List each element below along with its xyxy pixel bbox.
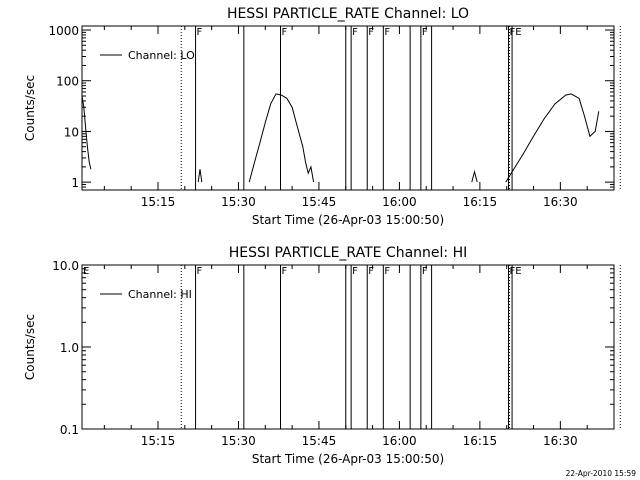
- chart-0-xtick-label: 15:45: [302, 195, 337, 209]
- chart-0-xtick-label: 16:30: [543, 195, 578, 209]
- chart-1-ytick-label: 10.0: [52, 259, 79, 273]
- chart-1-flag-label: F: [422, 266, 428, 277]
- chart-0-flag-label: F: [352, 27, 358, 38]
- chart-0-ytick-label: 100: [56, 75, 79, 89]
- chart-1-title: HESSI PARTICLE_RATE Channel: HI: [229, 245, 467, 261]
- chart-0-plot-frame: [81, 25, 615, 191]
- chart-0-ytick-label: 10: [64, 125, 79, 139]
- chart-1-xtick-label: 15:45: [302, 434, 337, 448]
- chart-0-flag-label: F: [281, 27, 287, 38]
- chart-0-ytick-label: 1000: [48, 24, 79, 38]
- chart-0-series-line: [505, 93, 600, 183]
- chart-1-xtick-label: 15:30: [221, 434, 256, 448]
- chart-1-xtick-label: 15:15: [141, 434, 176, 448]
- chart-0-ylabel: Counts/sec: [23, 75, 37, 141]
- chart-0-xtick-label: 16:00: [382, 195, 417, 209]
- chart-1-ylabel: Counts/sec: [23, 314, 37, 380]
- chart-1-flag-label: F: [384, 266, 390, 277]
- footer-date: 22-Apr-2010 15:59: [566, 469, 637, 478]
- chart-1-ytick-label: 0.1: [60, 423, 79, 437]
- chart-0-xtick-label: 15:15: [141, 195, 176, 209]
- lo-channel-panel: HESSI PARTICLE_RATE Channel: LO 15:15 15:3…: [23, 6, 621, 227]
- hi-channel-panel: HESSI PARTICLE_RATE Channel: HI 15:15 15:3…: [23, 245, 621, 466]
- chart-1-flag-label: F: [281, 266, 287, 277]
- chart-1-ytick-label: 1.0: [60, 341, 79, 355]
- chart-0-flag-label: FE: [509, 27, 521, 38]
- chart-0-xlabel: Start Time (26-Apr-03 15:00:50): [252, 213, 444, 227]
- chart-0-flag-label: F: [197, 27, 203, 38]
- chart-1-flag-label: F: [197, 266, 203, 277]
- chart-0-xtick-label: 15:30: [221, 195, 256, 209]
- chart-0-series-line: [248, 93, 315, 183]
- chart-1-xtick-label: 16:15: [463, 434, 498, 448]
- chart-0-title: HESSI PARTICLE_RATE Channel: LO: [227, 6, 469, 22]
- chart-0-ytick-label: 1: [71, 176, 79, 190]
- chart-0-series-line: [81, 95, 92, 170]
- chart-0-flag-label: F: [422, 27, 428, 38]
- chart-1-legend-label: Channel: HI: [128, 288, 192, 301]
- chart-0-series-line: [471, 169, 478, 183]
- chart-1-flag-label: F: [352, 266, 358, 277]
- chart-0-series-line: [197, 169, 203, 183]
- chart-1-flag-label: FE: [509, 266, 521, 277]
- chart-1-flag-label: F: [368, 266, 374, 277]
- chart-0-flag-label: F: [384, 27, 390, 38]
- chart-0-flag-label: F: [368, 27, 374, 38]
- chart-0-xtick-label: 16:15: [463, 195, 498, 209]
- chart-0-legend-label: Channel: LO: [128, 49, 195, 62]
- chart-1-flag-label: E: [83, 266, 89, 277]
- chart-1-xtick-label: 16:00: [382, 434, 417, 448]
- chart-1-xtick-label: 16:30: [543, 434, 578, 448]
- chart-1-xlabel: Start Time (26-Apr-03 15:00:50): [252, 452, 444, 466]
